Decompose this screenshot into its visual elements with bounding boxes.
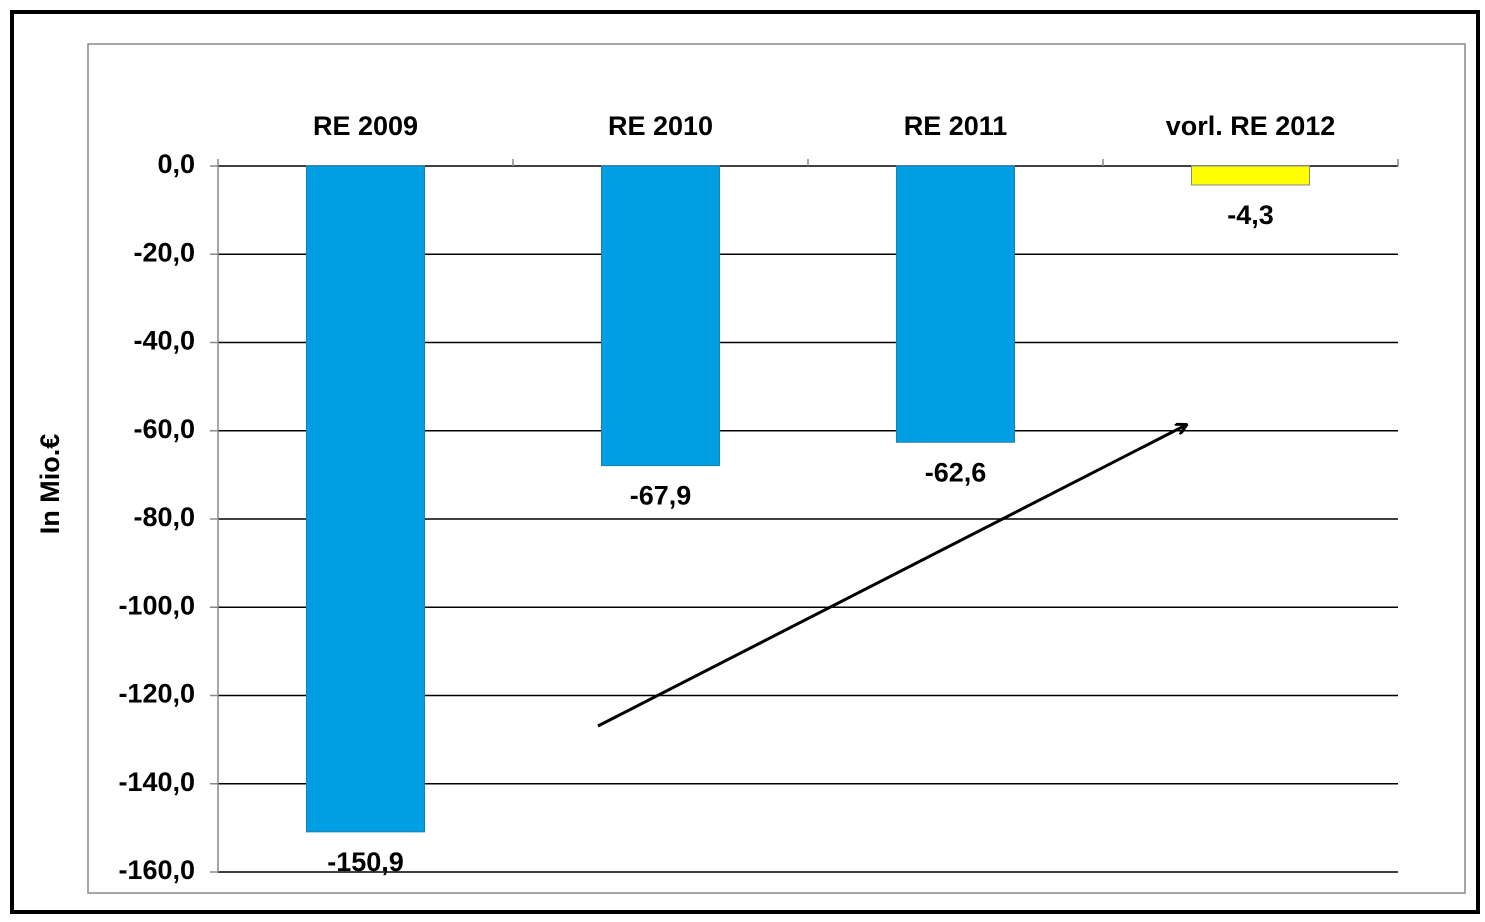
y-tick-label: -160,0: [118, 855, 195, 885]
bar: [306, 165, 425, 833]
x-tick-label: vorl. RE 2012: [1166, 111, 1336, 141]
y-tick-label: -40,0: [133, 326, 195, 356]
value-label: -4,3: [1227, 200, 1274, 230]
y-tick-label: -100,0: [118, 590, 195, 620]
y-tick-label: -60,0: [133, 414, 195, 444]
x-tick-label: RE 2009: [313, 111, 418, 141]
value-label: -62,6: [925, 457, 987, 487]
trend-arrow: [597, 425, 1186, 728]
bar: [1191, 165, 1310, 186]
bar: [601, 165, 720, 467]
bar: [896, 165, 1015, 443]
y-tick-label: -20,0: [133, 237, 195, 267]
y-tick-label: -80,0: [133, 502, 195, 532]
y-tick-label: -120,0: [118, 679, 195, 709]
y-tick-label: 0,0: [157, 149, 195, 179]
x-tick-label: RE 2010: [608, 111, 713, 141]
value-label: -150,9: [327, 847, 404, 877]
plot: 0,0 -20,0 -40,0 -60,0 -80,0 -100,0 -120,0 -140,…: [118, 111, 1399, 885]
x-tick-label: RE 2011: [904, 111, 1008, 141]
y-axis-label: In Mio.€: [35, 434, 65, 535]
y-tick-label: -140,0: [118, 767, 195, 797]
value-label: -67,9: [630, 481, 692, 511]
